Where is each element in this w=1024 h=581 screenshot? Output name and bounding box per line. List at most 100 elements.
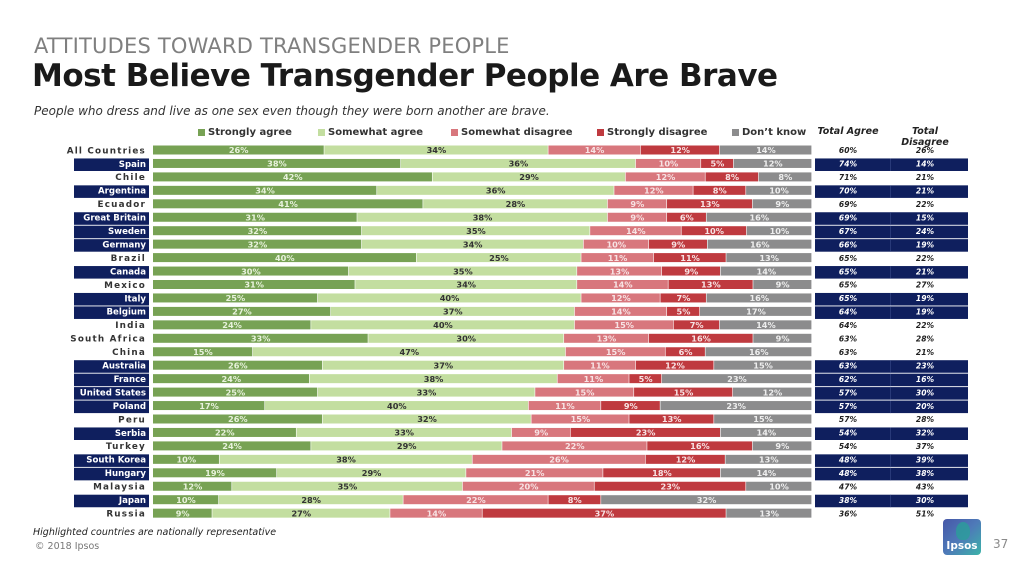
chart-row: Italy 25% 40% 12% 7% 16% 65% 19% xyxy=(74,292,968,306)
data-label: 14% xyxy=(757,266,777,276)
data-label: 8% xyxy=(568,495,582,505)
chart-row: Malaysia 12% 35% 20% 23% 10% 47% 43% xyxy=(93,481,934,492)
bar-segment-dont-know xyxy=(726,253,812,263)
total-disagree-value: 22% xyxy=(916,254,935,263)
bar-segment-dont-know xyxy=(706,212,812,222)
data-label: 26% xyxy=(549,455,569,465)
bar-segment-dont-know xyxy=(753,333,812,343)
data-label: 9% xyxy=(630,199,644,209)
legend-swatch-strongly-agree xyxy=(198,129,205,136)
total-disagree-value: 27% xyxy=(916,281,935,290)
bar-segment-strongly-disagree xyxy=(667,306,700,316)
bar-segment-somewhat-disagree xyxy=(548,145,641,155)
chart-row: Brazil 40% 25% 11% 11% 13% 65% 22% xyxy=(111,253,935,264)
data-label: 12% xyxy=(644,186,664,196)
chart-row: United States 25% 33% 15% 15% 12% 57% 30% xyxy=(74,387,968,400)
bar-segment-strongly-disagree xyxy=(705,172,759,182)
bar-segment-somewhat-agree xyxy=(212,508,390,518)
bar-segment-strongly-agree xyxy=(153,481,232,491)
total-disagree-value: 19% xyxy=(916,240,935,249)
data-label: 23% xyxy=(727,374,747,384)
legend-label: Somewhat disagree xyxy=(461,127,573,138)
bar-segment-somewhat-disagree xyxy=(403,495,548,505)
data-label: 47% xyxy=(399,347,419,357)
total-highlight xyxy=(815,212,968,225)
data-label: 33% xyxy=(394,428,414,438)
country-label: Italy xyxy=(124,294,146,304)
bar-segment-somewhat-disagree xyxy=(511,427,570,437)
chart-row: Russia 9% 27% 14% 37% 13% 36% 51% xyxy=(106,508,934,519)
data-label: 14% xyxy=(757,428,777,438)
data-label: 37% xyxy=(443,307,463,317)
footnote: Highlighted countries are nationally rep… xyxy=(33,527,277,538)
data-label: 5% xyxy=(710,159,724,169)
data-label: 9% xyxy=(630,212,644,222)
data-label: 28% xyxy=(301,495,321,505)
total-highlight xyxy=(815,494,968,508)
bar-segment-strongly-disagree xyxy=(681,226,747,236)
ipsos-logo: Ipsos xyxy=(943,519,981,555)
data-label: 27% xyxy=(232,307,252,317)
bar-segment-somewhat-disagree xyxy=(564,360,636,370)
chart-row: South Korea 10% 38% 26% 12% 13% 48% 39% xyxy=(74,454,968,467)
data-label: 12% xyxy=(676,455,696,465)
legend-swatch-dont-know xyxy=(732,129,739,136)
bar-segment-somewhat-disagree xyxy=(390,508,482,518)
legend-label: Strongly agree xyxy=(208,127,292,138)
bar-segment-somewhat-disagree xyxy=(577,266,662,276)
data-label: 10% xyxy=(659,159,679,169)
data-label: 30% xyxy=(241,266,261,276)
data-label: 40% xyxy=(440,293,460,303)
data-label: 19% xyxy=(205,468,225,478)
bar-segment-strongly-agree xyxy=(153,333,368,343)
country-label: Sweden xyxy=(108,227,146,237)
bar-segment-dont-know xyxy=(707,239,812,249)
bar-segment-strongly-disagree xyxy=(594,481,746,491)
bar-segment-strongly-disagree xyxy=(653,253,726,263)
bar-segment-strongly-agree xyxy=(153,454,219,464)
total-disagree-value: 37% xyxy=(916,442,935,451)
total-agree-value: 71% xyxy=(839,173,858,182)
bar-segment-dont-know xyxy=(752,199,812,209)
data-label: 12% xyxy=(656,172,676,182)
bar-segment-dont-know xyxy=(746,226,812,236)
data-label: 21% xyxy=(525,468,545,478)
total-disagree-value: 15% xyxy=(916,213,935,222)
data-label: 22% xyxy=(466,495,486,505)
bar-segment-strongly-disagree xyxy=(635,360,714,370)
data-label: 11% xyxy=(608,253,628,263)
bar-segment-strongly-agree xyxy=(153,293,318,303)
total-highlight xyxy=(815,292,968,306)
bar-segment-somewhat-disagree xyxy=(502,441,647,451)
data-label: 13% xyxy=(701,280,721,290)
chart-row: Hungary 19% 29% 21% 18% 14% 48% 38% xyxy=(74,467,968,481)
data-label: 13% xyxy=(759,253,779,263)
total-agree-value: 65% xyxy=(839,294,858,303)
data-label: 26% xyxy=(228,414,248,424)
bar-segment-strongly-disagree xyxy=(548,495,601,505)
bar-segment-dont-know xyxy=(706,293,812,303)
total-highlight xyxy=(815,239,968,252)
total-agree-value: 63% xyxy=(839,335,858,344)
data-label: 34% xyxy=(456,280,476,290)
country-label: Peru xyxy=(118,415,146,425)
total-disagree-value: 32% xyxy=(916,429,935,438)
legend-item-strongly-agree: Strongly agree xyxy=(198,127,292,138)
total-disagree-value: 28% xyxy=(916,335,935,344)
bar-segment-strongly-disagree xyxy=(693,185,746,195)
total-agree-value: 47% xyxy=(839,482,858,491)
total-disagree-value: 21% xyxy=(916,348,935,357)
data-label: 15% xyxy=(753,360,773,370)
chart-row: Turkey 24% 29% 22% 16% 9% 54% 37% xyxy=(106,441,935,452)
data-label: 12% xyxy=(183,481,203,491)
bar-segment-strongly-agree xyxy=(153,360,323,370)
bar-segment-somewhat-disagree xyxy=(574,320,674,330)
data-label: 23% xyxy=(661,481,681,491)
bar-segment-somewhat-disagree xyxy=(583,239,649,249)
chart-row: Belgium 27% 37% 14% 5% 17% 64% 19% xyxy=(74,306,968,319)
data-label: 32% xyxy=(248,239,268,249)
bar-segment-dont-know xyxy=(732,387,812,397)
bar-segment-somewhat-agree xyxy=(361,226,590,236)
data-label: 11% xyxy=(555,401,575,411)
data-label: 14% xyxy=(756,320,776,330)
